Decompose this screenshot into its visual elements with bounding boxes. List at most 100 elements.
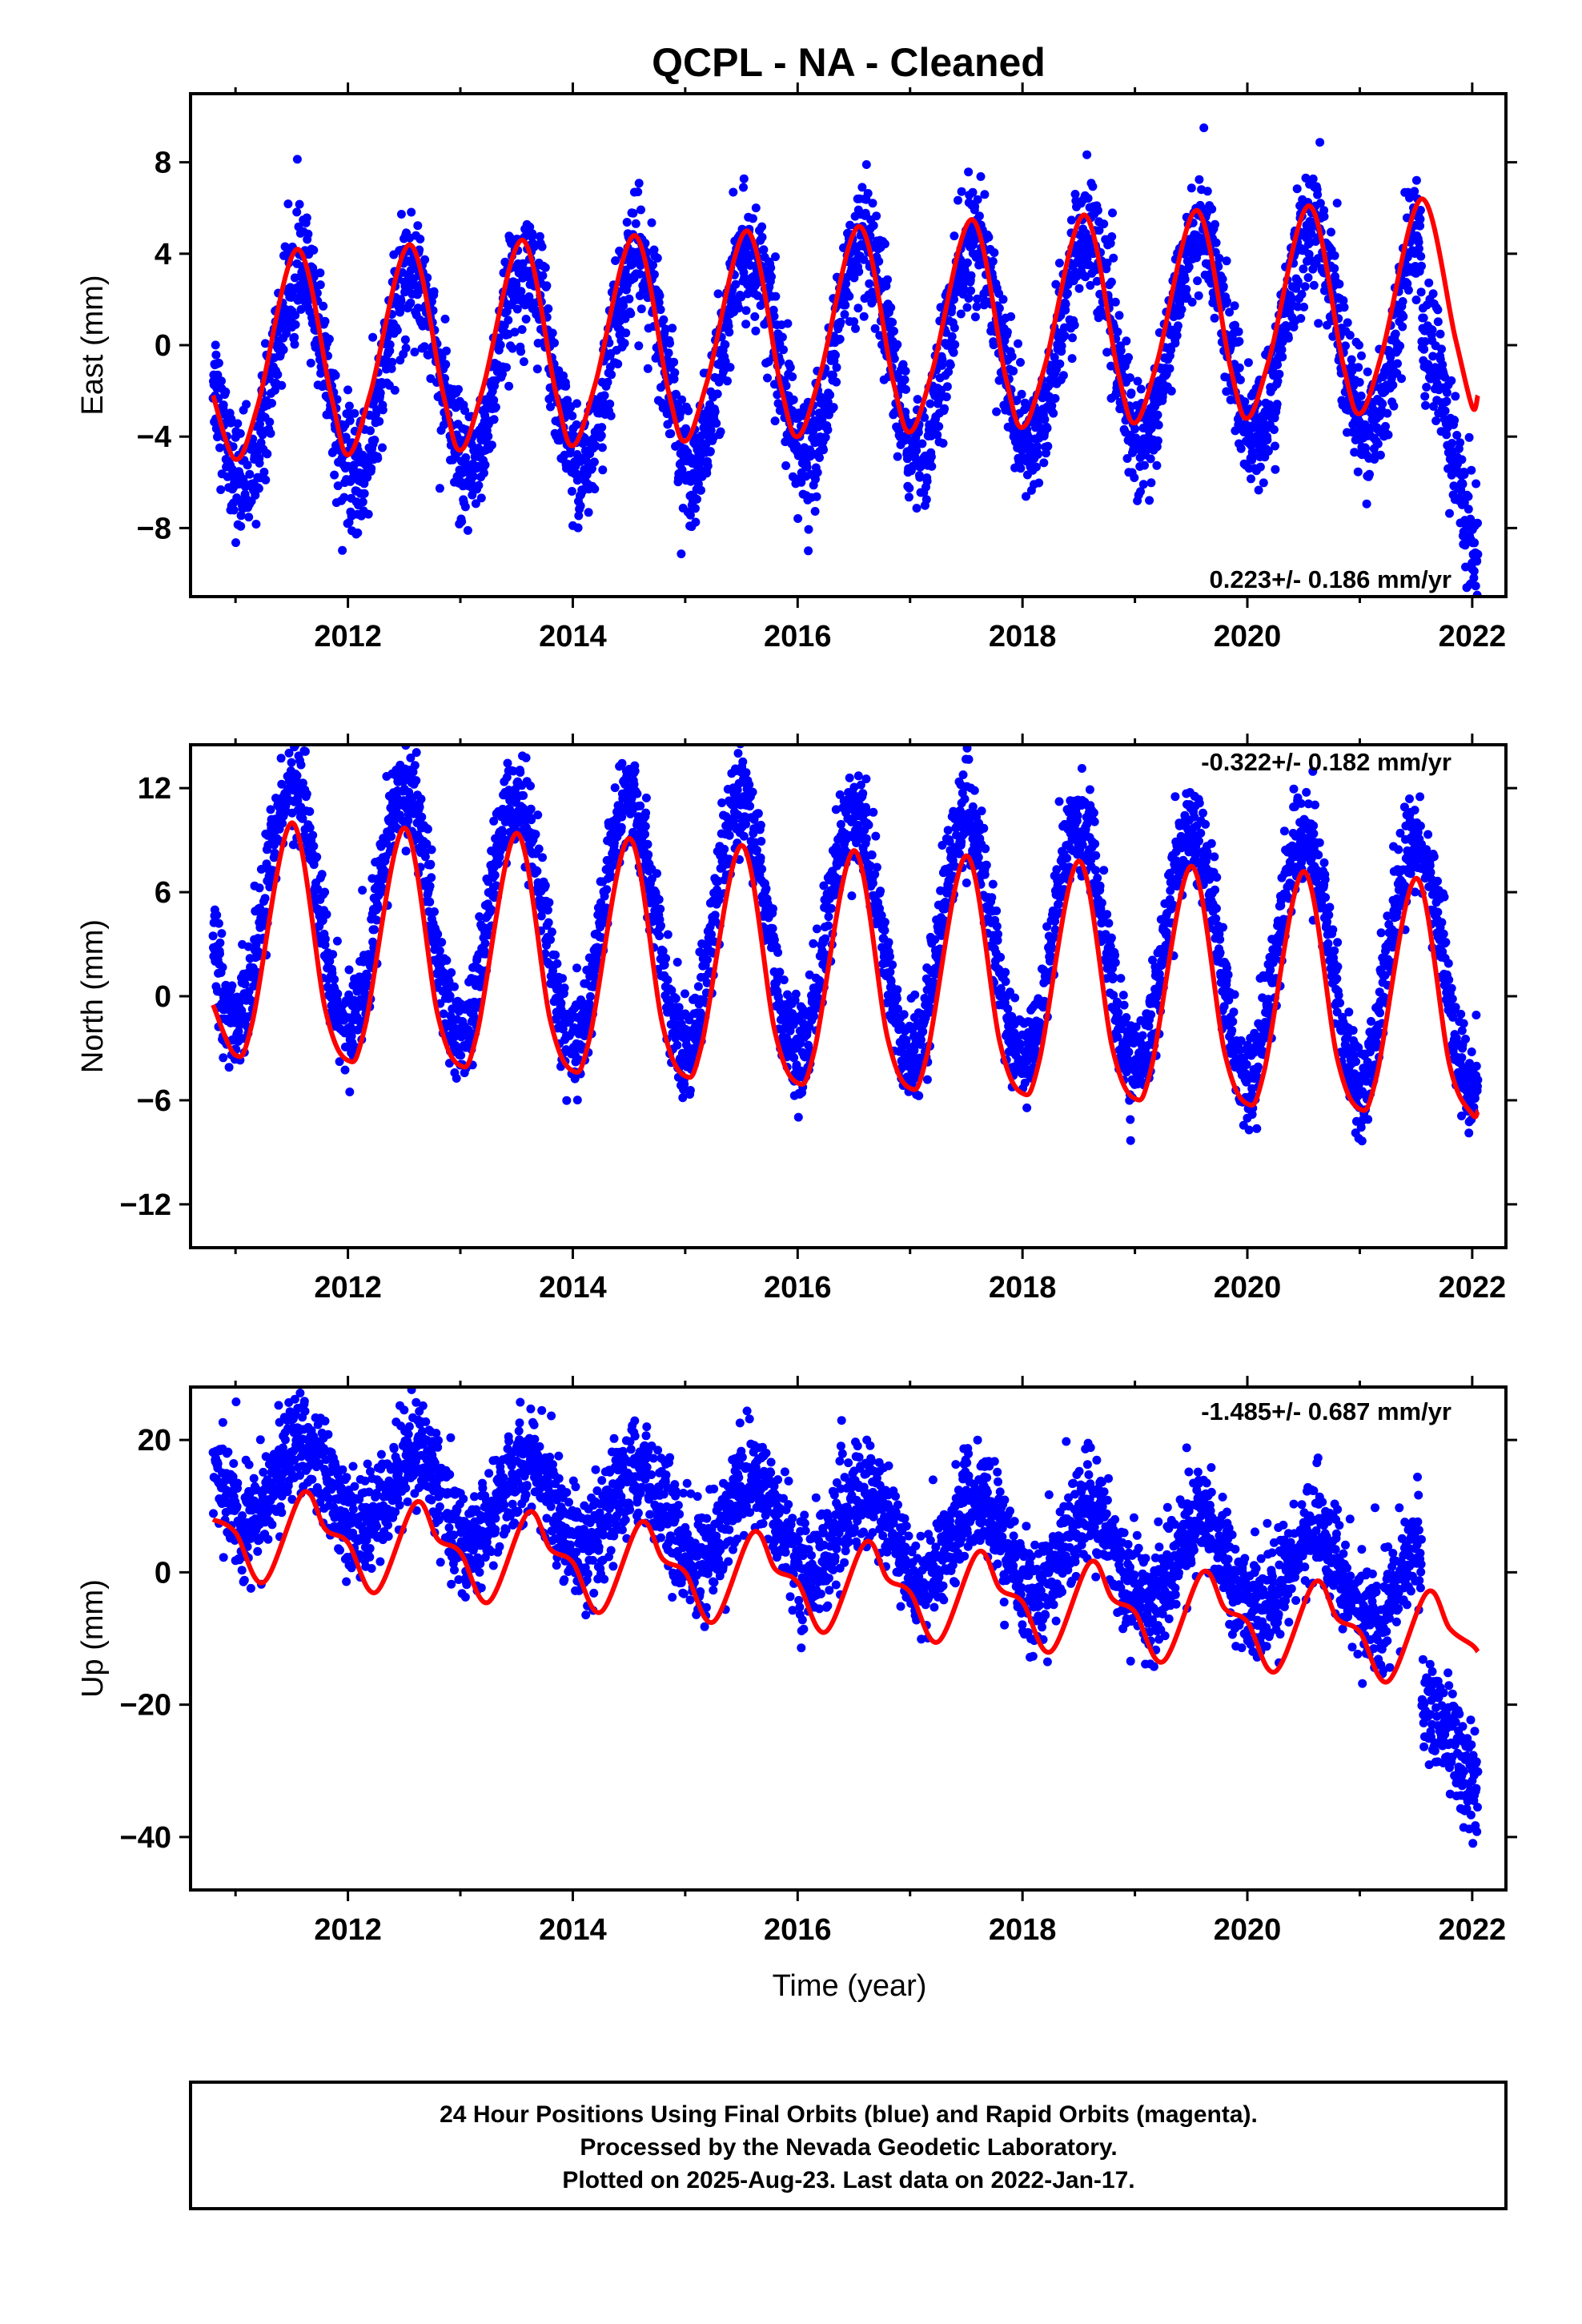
east-data-point bbox=[538, 271, 548, 280]
east-data-point bbox=[1458, 480, 1468, 489]
east-data-point bbox=[479, 468, 488, 478]
north-data-point bbox=[372, 915, 382, 925]
east-data-point bbox=[251, 520, 261, 529]
east-data-point bbox=[1122, 336, 1131, 346]
east-data-point bbox=[375, 416, 384, 426]
east-data-point bbox=[992, 407, 1002, 416]
east-data-point bbox=[227, 414, 236, 424]
east-data-point bbox=[669, 357, 679, 367]
east-data-point bbox=[1223, 296, 1231, 306]
east-data-point bbox=[416, 235, 425, 243]
east-data-point bbox=[815, 453, 824, 462]
east-data-point bbox=[1012, 396, 1022, 405]
north-data-point bbox=[425, 897, 435, 907]
east-data-point bbox=[697, 485, 705, 495]
east-data-point bbox=[654, 298, 664, 308]
east-data-point bbox=[1445, 509, 1454, 518]
east-data-point bbox=[973, 294, 982, 304]
east-data-point bbox=[1440, 406, 1450, 416]
north-data-point bbox=[533, 810, 543, 820]
north-data-point bbox=[423, 824, 432, 834]
east-data-point bbox=[1437, 344, 1446, 354]
east-data-point bbox=[766, 263, 776, 272]
east-data-point bbox=[1210, 313, 1219, 323]
east-data-point bbox=[1388, 380, 1398, 390]
north-data-point bbox=[352, 1013, 362, 1023]
east-data-point bbox=[1421, 400, 1430, 410]
east-data-point bbox=[1130, 473, 1139, 482]
north-data-point bbox=[322, 910, 331, 919]
east-data-point bbox=[1034, 478, 1044, 488]
east-data-point bbox=[821, 432, 830, 442]
east-data-point bbox=[1042, 424, 1052, 433]
east-data-point bbox=[870, 324, 880, 333]
east-data-point bbox=[922, 476, 932, 486]
north-data-point bbox=[452, 1074, 461, 1083]
east-data-point bbox=[942, 392, 951, 402]
east-data-point bbox=[315, 280, 325, 290]
east-data-point bbox=[968, 187, 978, 197]
east-data-point bbox=[845, 220, 855, 230]
east-data-point bbox=[670, 368, 680, 377]
east-data-point bbox=[849, 317, 859, 327]
east-data-point bbox=[1308, 174, 1318, 183]
east-data-point bbox=[942, 382, 952, 392]
east-data-point bbox=[908, 461, 917, 471]
east-data-point bbox=[828, 370, 837, 380]
north-data-point bbox=[427, 873, 436, 883]
east-data-point bbox=[872, 211, 881, 221]
east-data-point bbox=[731, 279, 741, 289]
east-data-point bbox=[1383, 408, 1392, 418]
east-data-point bbox=[1024, 432, 1033, 441]
east-data-point bbox=[214, 358, 223, 368]
east-data-point bbox=[998, 295, 1008, 304]
east-data-point bbox=[1184, 262, 1194, 271]
east-data-point bbox=[1083, 194, 1093, 203]
east-data-point bbox=[1172, 331, 1182, 340]
east-data-point bbox=[823, 425, 833, 435]
north-data-point bbox=[585, 991, 595, 1001]
east-data-point bbox=[1207, 204, 1217, 214]
east-data-point bbox=[1304, 250, 1314, 259]
east-data-point bbox=[370, 436, 379, 444]
east-data-point bbox=[216, 485, 226, 494]
east-data-point bbox=[1247, 450, 1257, 460]
east-data-point bbox=[970, 202, 980, 211]
east-data-point bbox=[512, 280, 521, 290]
east-data-point bbox=[559, 371, 568, 380]
east-data-point bbox=[1417, 261, 1426, 271]
east-data-point bbox=[613, 360, 623, 368]
north-data-point bbox=[344, 965, 354, 975]
east-data-point bbox=[1146, 454, 1155, 464]
east-data-point bbox=[920, 412, 930, 422]
east-data-point bbox=[1419, 344, 1429, 354]
east-data-point bbox=[401, 344, 411, 353]
east-data-point bbox=[516, 347, 526, 356]
east-data-point bbox=[974, 211, 984, 221]
east-data-point bbox=[1442, 396, 1452, 406]
east-data-point bbox=[1343, 318, 1352, 328]
east-data-point bbox=[771, 292, 781, 301]
east-data-point bbox=[407, 207, 416, 217]
east-data-point bbox=[1173, 321, 1182, 331]
east-data-point bbox=[1428, 289, 1438, 299]
east-data-point bbox=[1355, 377, 1364, 387]
east-data-point bbox=[655, 291, 665, 300]
east-data-point bbox=[1309, 280, 1319, 290]
east-data-point bbox=[363, 509, 373, 519]
east-data-point bbox=[366, 426, 375, 436]
east-data-point bbox=[990, 248, 999, 257]
east-data-point bbox=[358, 497, 367, 507]
east-data-point bbox=[626, 309, 636, 319]
east-data-point bbox=[763, 373, 772, 383]
east-data-point bbox=[606, 411, 616, 420]
east-data-point bbox=[840, 310, 849, 320]
east-data-point bbox=[576, 501, 585, 511]
east-data-point bbox=[1416, 287, 1426, 297]
east-data-point bbox=[793, 514, 803, 523]
north-data-point bbox=[254, 947, 263, 956]
north-data-point bbox=[298, 778, 307, 788]
east-data-point bbox=[904, 493, 913, 502]
east-data-point bbox=[535, 231, 544, 241]
